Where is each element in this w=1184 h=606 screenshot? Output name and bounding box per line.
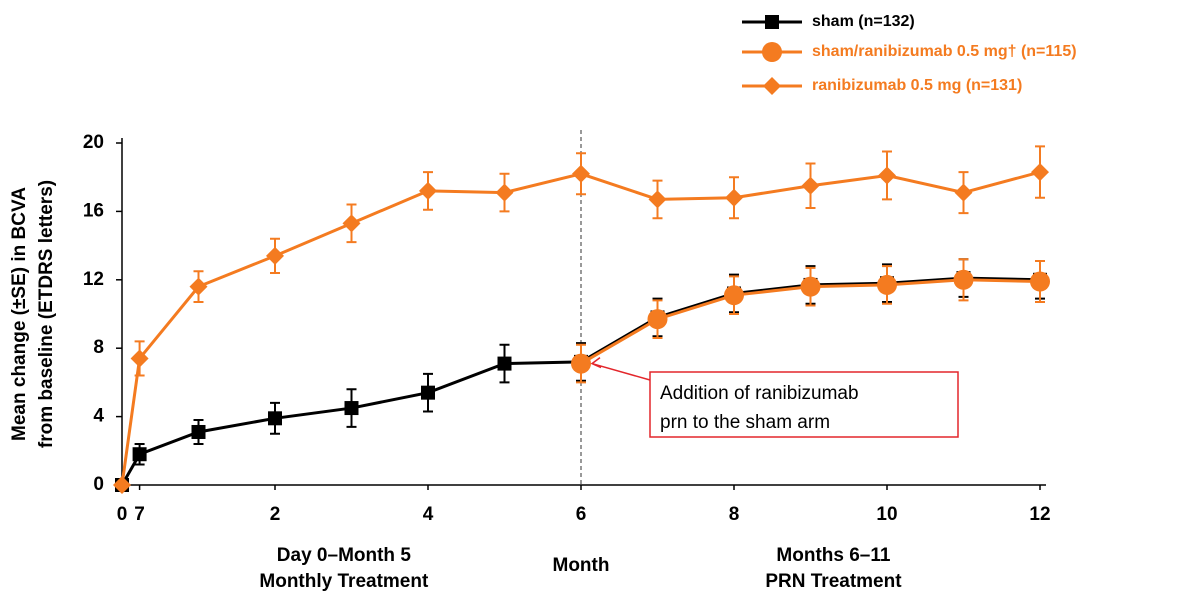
- x-tick-label: 4: [423, 504, 434, 525]
- annotation-text: prn to the sham arm: [660, 412, 830, 433]
- marker: [189, 277, 208, 296]
- marker: [953, 269, 974, 290]
- marker: [113, 476, 131, 494]
- series-line: [120, 276, 1041, 486]
- marker: [1031, 163, 1049, 182]
- marker: [421, 385, 435, 400]
- legend-label: ranibizumab 0.5 mg (n=131): [812, 77, 1022, 94]
- x-tick-label: 7: [134, 504, 145, 525]
- marker: [342, 214, 361, 233]
- marker: [130, 349, 149, 368]
- marker: [132, 447, 147, 462]
- y-tick-label: 12: [83, 269, 104, 290]
- marker: [266, 246, 284, 265]
- x-group-label: Month: [553, 555, 610, 576]
- x-group-label: PRN Treatment: [765, 571, 902, 592]
- marker: [571, 353, 591, 374]
- x-tick-label: 10: [876, 504, 897, 525]
- marker: [647, 309, 668, 330]
- x-group-label: Monthly Treatment: [259, 571, 429, 592]
- marker: [495, 183, 514, 202]
- marker: [497, 356, 512, 371]
- marker: [954, 183, 973, 202]
- marker: [765, 15, 779, 29]
- marker: [648, 190, 667, 209]
- y-axis-label: Mean change (±SE) in BCVA: [9, 187, 30, 441]
- marker: [725, 188, 743, 207]
- y-tick-label: 4: [93, 406, 104, 427]
- marker: [878, 166, 896, 185]
- marker: [800, 276, 821, 297]
- y-axis-label: from baseline (ETDRS letters): [36, 180, 57, 448]
- x-group-label: Day 0–Month 5: [277, 545, 412, 566]
- marker: [268, 411, 282, 426]
- y-tick-label: 20: [83, 132, 104, 153]
- annotation-arrow: [590, 356, 651, 381]
- marker: [344, 401, 359, 416]
- marker: [877, 274, 897, 295]
- series: [571, 258, 1050, 384]
- marker: [419, 181, 437, 200]
- x-tick-label: 8: [729, 504, 740, 525]
- marker: [801, 176, 820, 195]
- y-tick-label: 0: [93, 474, 104, 495]
- marker: [724, 285, 744, 306]
- annotation-text: Addition of ranibizumab: [660, 383, 859, 404]
- x-tick-label: 12: [1029, 504, 1050, 525]
- marker: [572, 164, 590, 183]
- y-tick-label: 16: [83, 200, 104, 221]
- y-tick-label: 8: [93, 337, 104, 358]
- series: [113, 145, 1049, 494]
- x-tick-label: 6: [576, 504, 587, 525]
- series-line: [120, 170, 1041, 486]
- marker: [762, 42, 782, 62]
- legend-label: sham (n=132): [812, 13, 915, 30]
- x-group-label: Months 6–11: [776, 545, 890, 566]
- x-tick-label: 2: [270, 504, 281, 525]
- marker: [191, 424, 206, 439]
- marker: [763, 77, 781, 95]
- legend-label: sham/ranibizumab 0.5 mg† (n=115): [812, 43, 1077, 60]
- x-tick-label: 0: [117, 504, 128, 525]
- marker: [1030, 271, 1050, 292]
- annotation-box: [649, 371, 959, 438]
